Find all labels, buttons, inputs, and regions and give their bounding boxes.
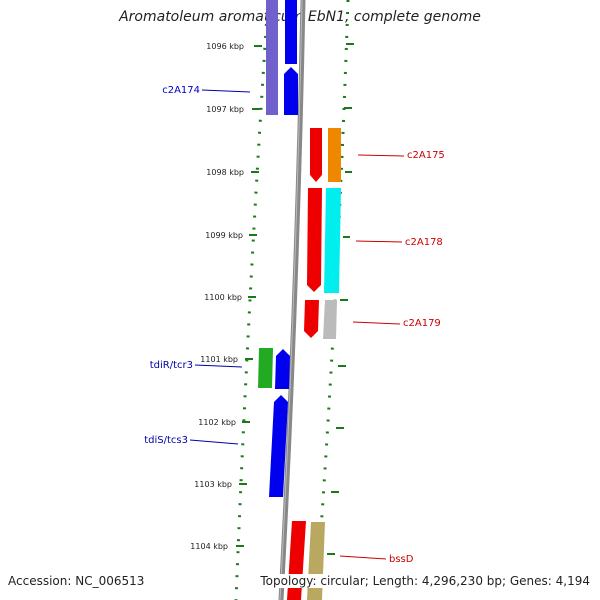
gene-feature-blue-tdiS[interactable] xyxy=(269,395,288,497)
genome-backbone xyxy=(278,0,306,600)
gene-feature-blue-upper[interactable] xyxy=(285,0,297,64)
gene-feature-purple[interactable] xyxy=(266,0,278,115)
tick-label: 1099 kbp xyxy=(205,231,243,240)
gene-label-c2A174[interactable]: c2A174 xyxy=(162,85,200,96)
tick-label: 1103 kbp xyxy=(194,480,232,489)
gene-c2A174-group[interactable] xyxy=(266,0,298,115)
gene-feature-grey[interactable] xyxy=(323,300,337,339)
tick-label: 1100 kbp xyxy=(204,293,242,302)
genome-backbone-highlight xyxy=(279,0,303,600)
tick-label: 1098 kbp xyxy=(206,168,244,177)
gene-feature-olive[interactable] xyxy=(307,522,325,600)
gene-label-c2A178[interactable]: c2A178 xyxy=(405,237,443,248)
gene-feature-blue[interactable] xyxy=(284,67,298,115)
outer-tick-marks xyxy=(327,43,354,555)
gene-feature-red-2[interactable] xyxy=(307,188,322,292)
gene-feature-green[interactable] xyxy=(258,348,273,388)
leader-lines xyxy=(189,89,405,560)
tick-label: 1096 kbp xyxy=(206,42,244,51)
gene-feature-red-bssD[interactable] xyxy=(287,521,306,600)
gene-labels: c2A174 c2A175 c2A178 c2A179 tdiR/tcr3 td… xyxy=(144,85,445,565)
tick-label: 1104 kbp xyxy=(190,542,228,551)
gene-label-bssD[interactable]: bssD xyxy=(389,554,414,565)
gene-label-c2A179[interactable]: c2A179 xyxy=(403,318,441,329)
genome-title: Aromatoleum aromaticum EbN1, complete ge… xyxy=(119,9,481,25)
gene-feature-cyan[interactable] xyxy=(324,188,341,293)
tick-labels: 1096 kbp 1097 kbp 1098 kbp 1099 kbp 1100… xyxy=(190,42,244,551)
tick-marks xyxy=(236,45,262,547)
tick-label: 1101 kbp xyxy=(200,355,238,364)
gene-label-tdiS-tcs3[interactable]: tdiS/tcs3 xyxy=(144,435,188,446)
gene-feature-blue-tdiR[interactable] xyxy=(275,349,290,389)
inner-dotted-track xyxy=(234,0,270,600)
tick-label: 1102 kbp xyxy=(198,418,236,427)
gene-label-tdiR-tcr3[interactable]: tdiR/tcr3 xyxy=(150,360,193,371)
topology-text: Topology: circular; Length: 4,296,230 bp… xyxy=(260,574,590,588)
gene-feature-red-3[interactable] xyxy=(304,300,319,338)
gene-label-c2A175[interactable]: c2A175 xyxy=(407,150,445,161)
accession-text: Accession: NC_006513 xyxy=(8,574,145,588)
gene-feature-red-1[interactable] xyxy=(310,128,322,182)
tick-label: 1097 kbp xyxy=(206,105,244,114)
gene-feature-orange[interactable] xyxy=(328,128,341,182)
